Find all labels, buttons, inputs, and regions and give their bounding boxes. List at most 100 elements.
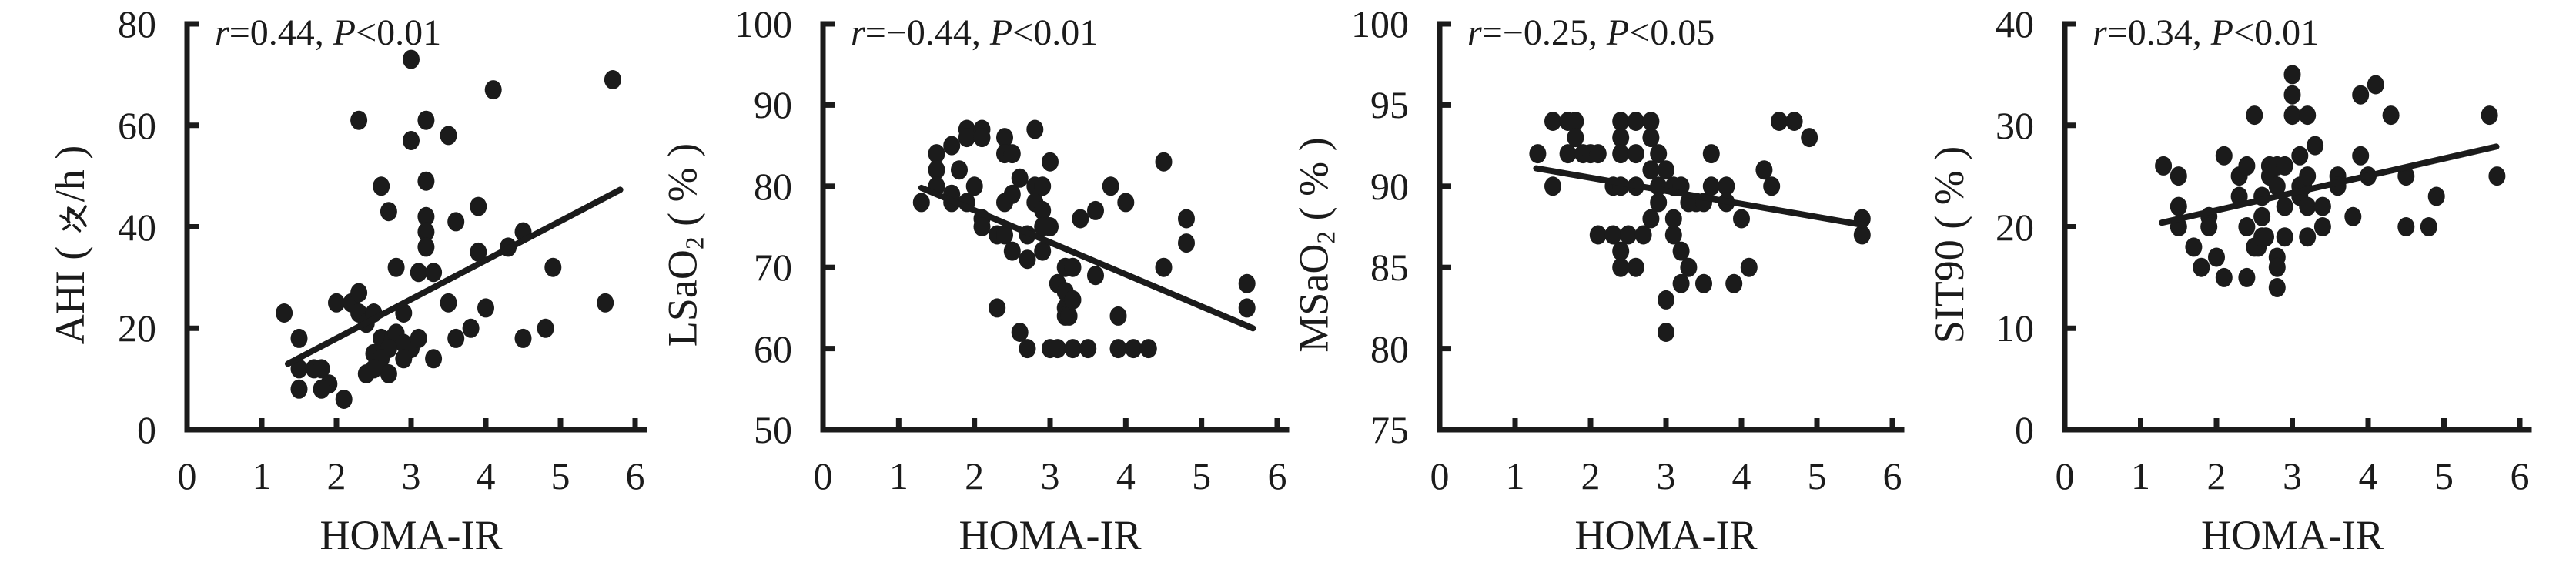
data-point bbox=[1642, 128, 1660, 148]
x-tick-label: 5 bbox=[1192, 454, 1212, 497]
data-point bbox=[1109, 306, 1127, 326]
p-value: <0.05 bbox=[1629, 12, 1715, 53]
data-point bbox=[387, 257, 405, 277]
data-point bbox=[1019, 339, 1036, 359]
data-point bbox=[951, 160, 968, 180]
data-point bbox=[1733, 209, 1750, 229]
y-tick-label: 60 bbox=[754, 327, 792, 370]
data-point bbox=[2238, 156, 2256, 176]
x-tick-label: 1 bbox=[1505, 454, 1525, 497]
ylabel-text: /h ) bbox=[47, 145, 93, 203]
data-point bbox=[1060, 306, 1078, 326]
x-tick-label: 2 bbox=[1581, 454, 1601, 497]
x-tick-label: 5 bbox=[2434, 454, 2454, 497]
data-point bbox=[447, 328, 465, 348]
y-axis-title: LSaO2 ( % ) bbox=[659, 143, 718, 347]
data-point bbox=[1589, 225, 1607, 245]
p-symbol: P bbox=[989, 12, 1013, 53]
data-point bbox=[537, 318, 554, 338]
data-point bbox=[514, 328, 532, 348]
data-point bbox=[965, 176, 983, 196]
x-tick-label: 6 bbox=[1267, 454, 1287, 497]
data-point bbox=[2268, 257, 2286, 277]
x-axis-title: HOMA-IR bbox=[1574, 512, 1758, 558]
data-point bbox=[1155, 152, 1173, 172]
data-point bbox=[417, 110, 435, 130]
x-tick-label: 1 bbox=[2131, 454, 2150, 497]
data-point bbox=[928, 144, 945, 164]
p-symbol: P bbox=[1606, 12, 1630, 53]
regression-line bbox=[918, 184, 1256, 332]
data-point bbox=[1664, 209, 1682, 229]
x-tick-label: 1 bbox=[252, 454, 272, 497]
data-point bbox=[1087, 266, 1104, 286]
data-point bbox=[1238, 298, 1256, 318]
data-point bbox=[604, 70, 621, 89]
r-value: =0.34, bbox=[2106, 12, 2211, 53]
data-point bbox=[1627, 144, 1644, 164]
x-tick-label: 4 bbox=[1116, 454, 1136, 497]
data-point bbox=[313, 359, 330, 379]
data-point bbox=[912, 193, 930, 213]
data-point bbox=[2208, 247, 2225, 267]
data-point bbox=[2313, 196, 2331, 216]
data-point bbox=[1178, 233, 1195, 253]
data-point bbox=[1109, 339, 1127, 359]
data-point bbox=[1664, 225, 1682, 245]
data-point bbox=[2299, 105, 2317, 126]
x-tick-label: 2 bbox=[326, 454, 346, 497]
x-tick-label: 0 bbox=[177, 454, 197, 497]
data-point bbox=[290, 328, 308, 348]
data-point bbox=[2352, 146, 2370, 166]
data-point bbox=[462, 318, 480, 338]
data-point bbox=[1064, 339, 1082, 359]
data-point bbox=[290, 379, 308, 399]
data-point bbox=[380, 364, 397, 383]
y-tick-label: 70 bbox=[754, 246, 792, 290]
data-point bbox=[2352, 85, 2370, 105]
data-point bbox=[1125, 339, 1142, 359]
data-point bbox=[425, 349, 443, 369]
data-point bbox=[1003, 184, 1021, 204]
x-tick-label: 0 bbox=[813, 454, 833, 497]
data-point bbox=[1178, 209, 1195, 229]
x-tick-label: 2 bbox=[2206, 454, 2226, 497]
data-point bbox=[1034, 241, 1052, 261]
axes-panel-4 bbox=[2062, 21, 2532, 433]
data-point bbox=[335, 390, 353, 409]
data-point bbox=[1079, 339, 1097, 359]
data-point bbox=[276, 303, 293, 323]
data-point bbox=[2420, 217, 2437, 236]
data-point bbox=[1238, 273, 1256, 293]
data-point bbox=[2382, 105, 2400, 126]
data-point bbox=[2283, 65, 2301, 85]
data-point bbox=[1544, 176, 1561, 196]
y-tick-label: 100 bbox=[1351, 2, 1409, 45]
y-tick-label: 80 bbox=[1370, 327, 1409, 370]
data-point bbox=[410, 328, 427, 348]
ylabel-text: SIT90 ( % ) bbox=[1926, 146, 1972, 344]
x-tick-label: 5 bbox=[1807, 454, 1827, 497]
data-point bbox=[1612, 257, 1630, 277]
data-point bbox=[2367, 75, 2384, 95]
data-point bbox=[1026, 119, 1044, 139]
data-point bbox=[1627, 257, 1644, 277]
data-point bbox=[2307, 136, 2324, 156]
data-point bbox=[1801, 128, 1818, 148]
data-point bbox=[417, 237, 435, 257]
data-point bbox=[1672, 273, 1690, 293]
r-value: =0.44, bbox=[229, 12, 333, 53]
data-point bbox=[1612, 112, 1630, 131]
data-point bbox=[1064, 290, 1082, 310]
data-point bbox=[290, 359, 308, 379]
y-tick-label: 75 bbox=[1370, 408, 1409, 451]
data-point bbox=[350, 283, 368, 303]
regression-line bbox=[285, 186, 624, 367]
data-point bbox=[1612, 128, 1630, 148]
y-tick-label: 10 bbox=[1996, 306, 2034, 350]
data-point bbox=[1155, 257, 1173, 277]
data-point bbox=[928, 160, 945, 180]
data-point bbox=[1642, 112, 1660, 131]
data-point bbox=[1139, 339, 1157, 359]
data-point bbox=[1544, 112, 1561, 131]
